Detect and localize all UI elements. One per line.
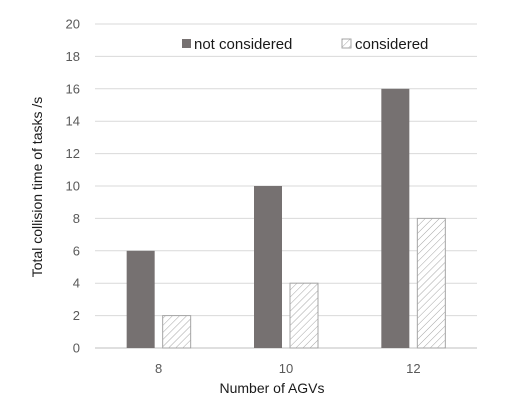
- bar: [254, 186, 282, 348]
- bar: [416, 217, 446, 349]
- bar: [381, 88, 410, 349]
- y-tick-label: 8: [73, 211, 80, 226]
- y-tick-label: 18: [66, 49, 80, 64]
- legend-label: not considered: [194, 36, 292, 53]
- y-tick-label: 20: [66, 17, 80, 32]
- y-tick-label: 0: [73, 341, 80, 356]
- x-axis-ticks: 8 10 12: [155, 361, 421, 376]
- y-tick-label: 10: [66, 179, 80, 194]
- gridlines: [95, 23, 477, 349]
- bars: [126, 88, 446, 349]
- y-tick-label: 6: [73, 243, 80, 258]
- legend: not considered considered: [182, 36, 428, 53]
- x-tick-label: 8: [155, 361, 162, 376]
- legend-swatch: [341, 38, 352, 49]
- y-tick-label: 12: [66, 146, 80, 161]
- x-tick-label: 10: [279, 361, 293, 376]
- y-axis-title: Total collision time of tasks /s: [29, 97, 45, 278]
- y-tick-label: 4: [73, 276, 80, 291]
- y-axis-ticks: 0 2 4 6 8 10 12 14 16 18 20: [66, 17, 80, 356]
- bar: [289, 282, 319, 349]
- bar: [162, 315, 192, 349]
- y-tick-label: 14: [66, 114, 80, 129]
- legend-label: considered: [355, 36, 428, 53]
- y-tick-label: 2: [73, 308, 80, 323]
- x-tick-label: 12: [406, 361, 420, 376]
- bar: [126, 250, 155, 348]
- legend-swatch: [182, 39, 191, 48]
- y-tick-label: 16: [66, 81, 80, 96]
- x-axis-title: Number of AGVs: [219, 380, 324, 396]
